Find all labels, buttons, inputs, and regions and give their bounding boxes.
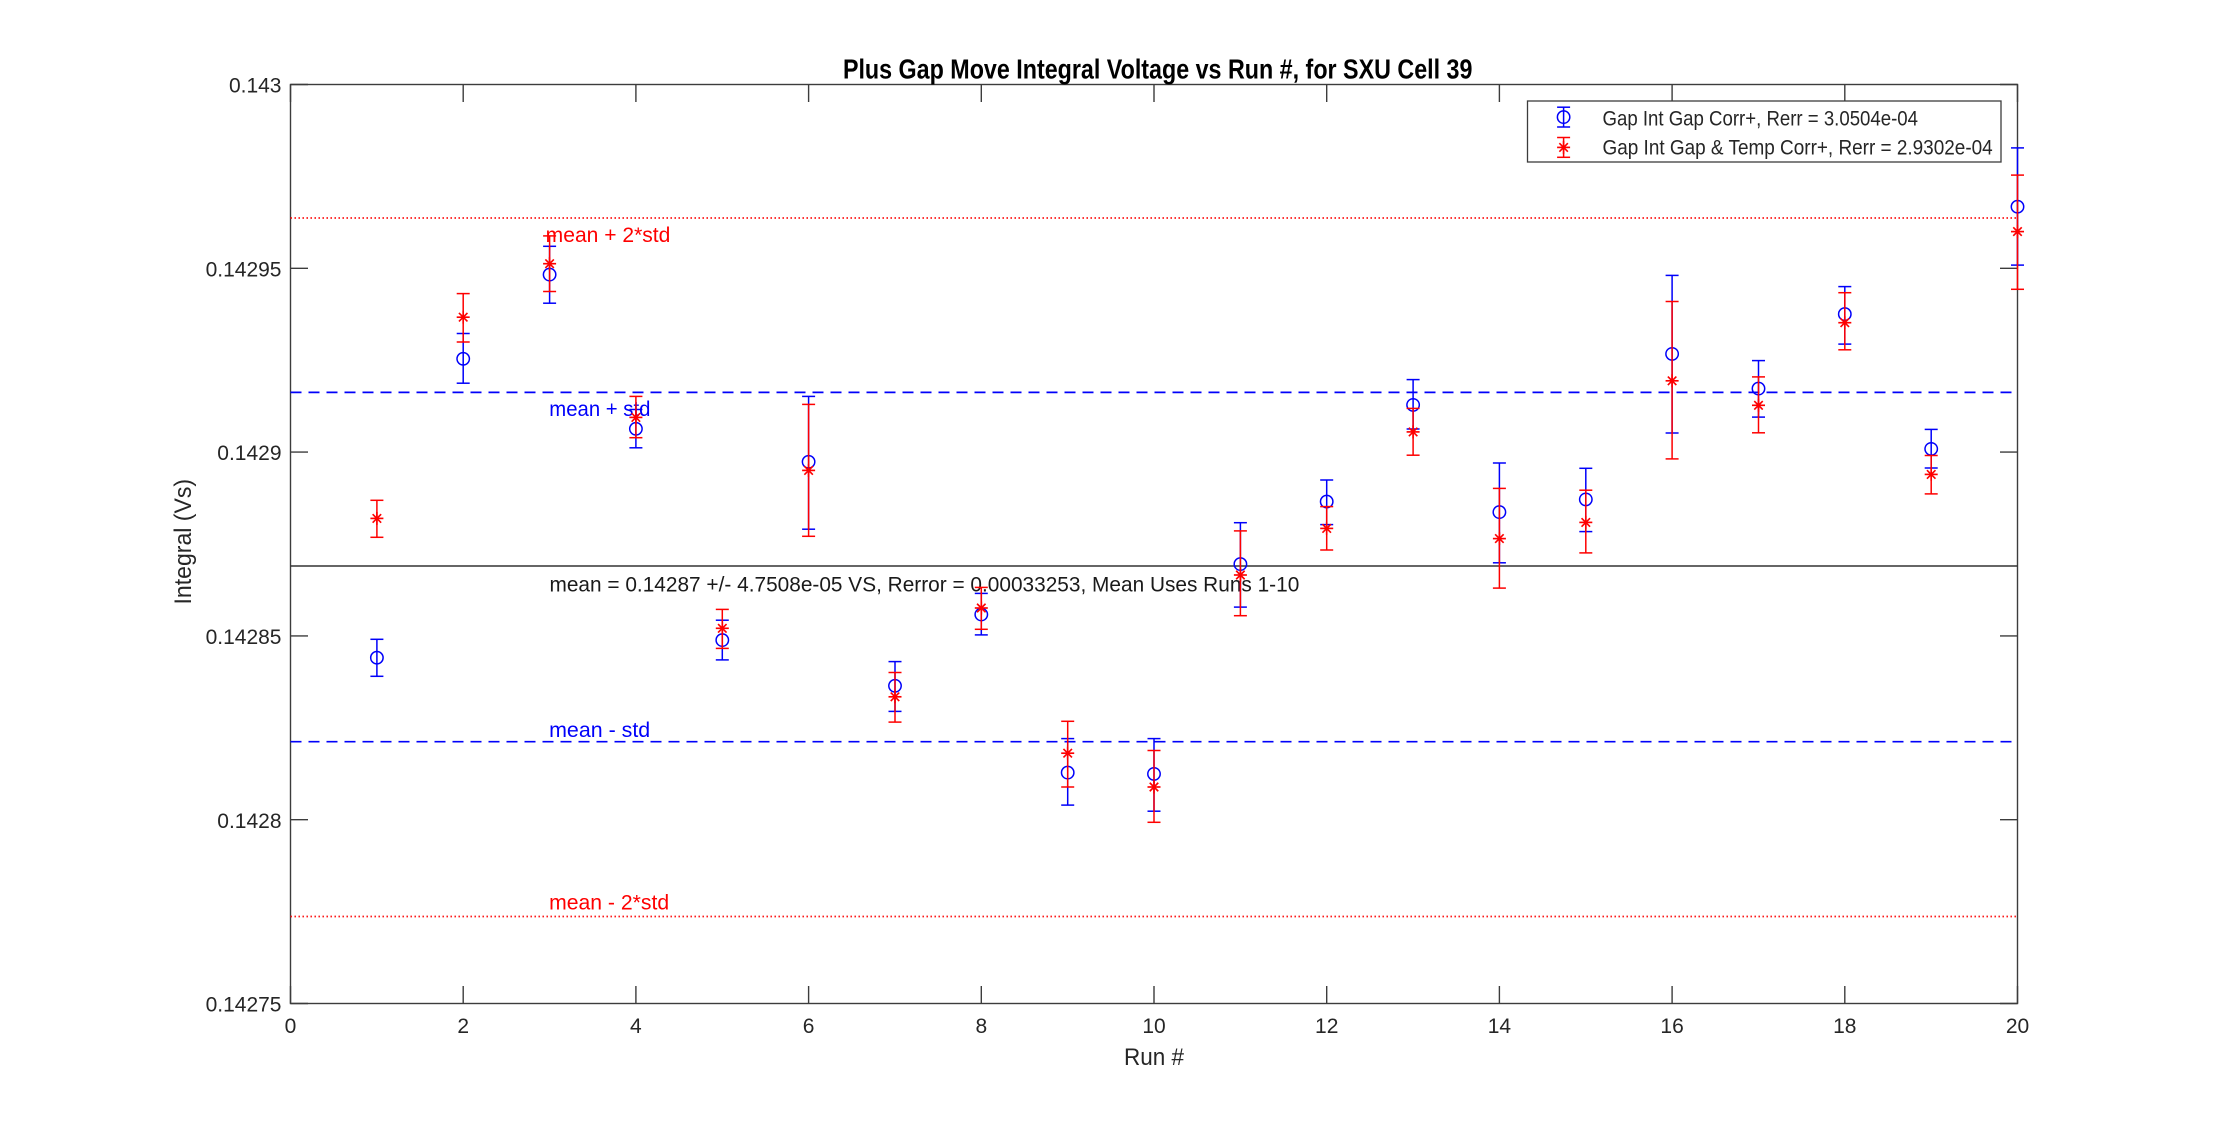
svg-text:4: 4 (630, 1015, 642, 1038)
svg-text:mean + 2*std: mean + 2*std (546, 224, 671, 247)
svg-text:0: 0 (285, 1015, 297, 1038)
svg-text:Run #: Run # (1124, 1044, 1185, 1071)
svg-text:Gap Int Gap Corr+, Rerr = 3.05: Gap Int Gap Corr+, Rerr = 3.0504e-04 (1603, 107, 1919, 130)
svg-text:0.1428: 0.1428 (217, 810, 281, 833)
svg-text:0.14275: 0.14275 (206, 994, 282, 1017)
svg-text:mean - std: mean - std (549, 719, 650, 742)
svg-text:20: 20 (2006, 1015, 2029, 1038)
svg-text:mean = 0.14287 +/- 4.7508e-05: mean = 0.14287 +/- 4.7508e-05 VS, Rerror… (550, 574, 1300, 597)
svg-text:0.143: 0.143 (229, 75, 282, 98)
svg-text:14: 14 (1488, 1015, 1512, 1038)
svg-text:18: 18 (1833, 1015, 1856, 1038)
svg-text:12: 12 (1315, 1015, 1338, 1038)
svg-text:mean + std: mean + std (549, 398, 650, 421)
svg-text:0.1429: 0.1429 (217, 442, 281, 465)
svg-text:0.14285: 0.14285 (206, 626, 282, 649)
svg-text:8: 8 (975, 1015, 987, 1038)
svg-text:16: 16 (1660, 1015, 1683, 1038)
svg-text:2: 2 (457, 1015, 469, 1038)
svg-text:Integral (Vs): Integral (Vs) (170, 479, 197, 605)
svg-text:10: 10 (1142, 1015, 1165, 1038)
svg-text:0.14295: 0.14295 (206, 258, 282, 281)
svg-text:Gap Int Gap & Temp Corr+, Rer: Gap Int Gap & Temp Corr+, Rerr = 2.9302e… (1603, 136, 1993, 159)
svg-text:Plus Gap Move Integral Voltage: Plus Gap Move Integral Voltage vs Run #,… (843, 54, 1473, 85)
svg-text:mean - 2*std: mean - 2*std (549, 892, 669, 915)
svg-text:6: 6 (803, 1015, 815, 1038)
